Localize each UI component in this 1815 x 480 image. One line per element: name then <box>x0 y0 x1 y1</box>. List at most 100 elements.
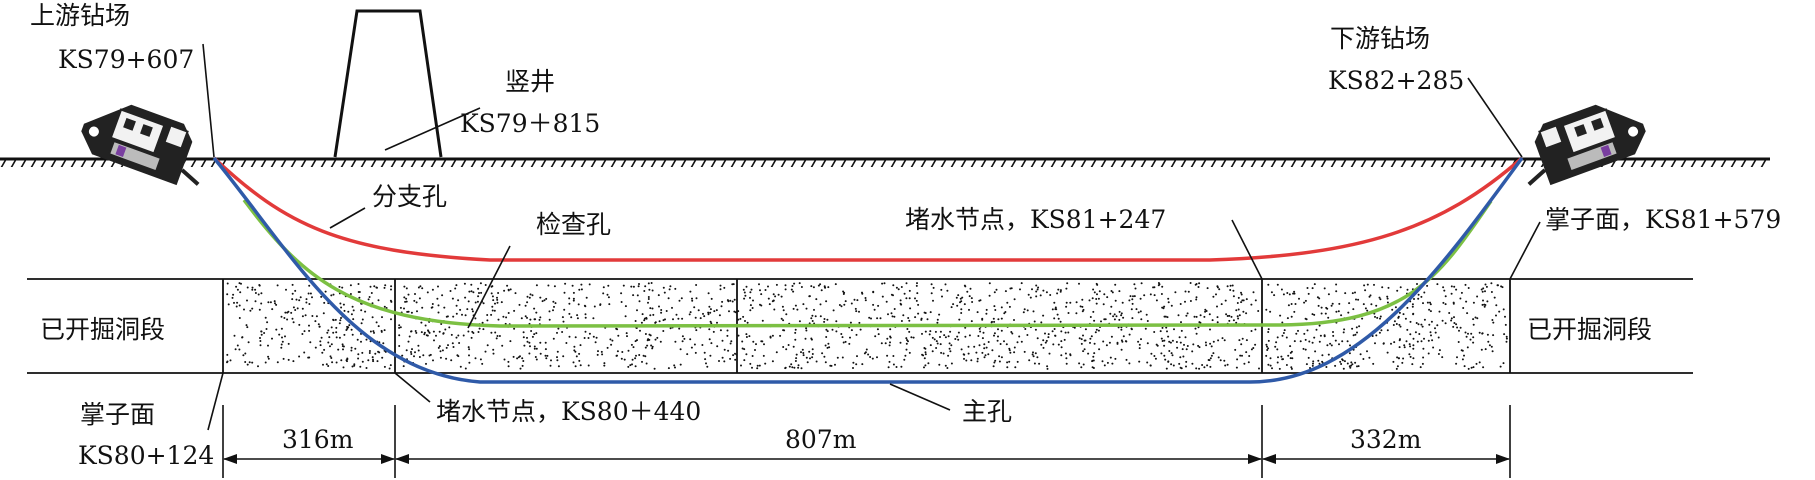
stipple-dot <box>1312 360 1315 363</box>
stipple-dot <box>561 331 564 333</box>
stipple-dot <box>949 330 952 333</box>
stipple-dot <box>864 351 867 354</box>
stipple-dot <box>743 297 746 300</box>
stipple-dot <box>390 318 392 321</box>
stipple-dot <box>1254 299 1257 302</box>
stipple-dot <box>744 320 746 322</box>
stipple-dot <box>1356 365 1358 368</box>
stipple-dot <box>251 361 254 364</box>
stipple-dot <box>946 367 949 369</box>
stipple-dot <box>787 344 790 346</box>
stipple-dot <box>651 307 654 310</box>
stipple-dot <box>463 282 466 285</box>
stipple-dot <box>650 344 653 347</box>
stipple-dot <box>1036 288 1039 291</box>
stipple-dot <box>1067 312 1070 314</box>
stipple-dot <box>1245 351 1248 354</box>
stipple-dot <box>669 285 672 288</box>
stipple-dot <box>556 350 559 353</box>
stipple-dot <box>417 344 420 347</box>
stipple-dot <box>1232 289 1235 292</box>
stipple-dot <box>1342 331 1345 334</box>
stipple-dot <box>1453 316 1455 319</box>
stipple-dot <box>1146 320 1149 322</box>
stipple-dot <box>531 335 534 338</box>
stipple-dot <box>529 293 532 296</box>
stipple-dot <box>638 283 640 285</box>
stipple-dot <box>1276 348 1279 351</box>
stipple-dot <box>548 318 551 321</box>
stipple-dot <box>893 315 896 318</box>
stipple-dot <box>767 297 770 300</box>
stipple-dot <box>1158 283 1161 286</box>
stipple-dot <box>439 356 442 359</box>
stipple-dot <box>861 363 864 366</box>
stipple-dot <box>775 283 778 286</box>
stipple-dot <box>1040 321 1043 324</box>
stipple-dot <box>709 308 712 311</box>
stipple-dot <box>872 291 875 294</box>
shaft-label: 竖井 <box>505 67 555 96</box>
stipple-dot <box>794 331 797 334</box>
stipple-dot <box>584 330 587 333</box>
stipple-dot <box>808 350 811 353</box>
stipple-dot <box>782 319 785 322</box>
stipple-dot <box>1321 360 1324 363</box>
stipple-dot <box>1461 358 1464 361</box>
stipple-dot <box>246 326 249 329</box>
stipple-dot <box>1243 362 1246 365</box>
stipple-dot <box>1318 340 1321 343</box>
stipple-dot <box>455 336 458 339</box>
stipple-dot <box>784 366 787 369</box>
stipple-dot <box>373 331 375 334</box>
stipple-dot <box>1052 343 1055 346</box>
stipple-dot <box>1132 295 1134 298</box>
stipple-dot <box>1487 340 1490 343</box>
stipple-dot <box>1241 299 1244 302</box>
stipple-dot <box>490 331 493 334</box>
stipple-dot <box>884 342 887 345</box>
stipple-dot <box>335 361 338 364</box>
stipple-dot <box>740 364 742 367</box>
stipple-dot <box>1115 315 1118 318</box>
stipple-dot <box>1106 296 1109 299</box>
stipple-dot <box>459 365 462 368</box>
stipple-dot <box>1436 283 1439 286</box>
stipple-dot <box>1163 339 1166 342</box>
stipple-dot <box>1335 283 1338 286</box>
stipple-dot <box>835 330 838 333</box>
stipple-dot <box>257 293 260 296</box>
stipple-dot <box>528 296 531 299</box>
stipple-dot <box>328 336 331 339</box>
stipple-dot <box>1120 328 1123 331</box>
stipple-dot <box>1208 313 1211 316</box>
stipple-dot <box>656 336 659 339</box>
stipple-dot <box>721 339 724 342</box>
stipple-dot <box>855 363 858 366</box>
stipple-dot <box>997 318 1000 321</box>
stipple-dot <box>985 308 988 311</box>
stipple-dot <box>823 318 826 320</box>
stipple-dot <box>341 345 344 348</box>
stipple-dot <box>791 366 794 369</box>
stipple-dot <box>367 298 370 301</box>
stipple-dot <box>1008 347 1011 350</box>
stipple-dot <box>376 360 379 363</box>
stipple-dot <box>764 289 767 291</box>
stipple-dot <box>1303 332 1306 335</box>
stipple-dot <box>806 361 809 364</box>
stipple-dot <box>249 309 252 312</box>
stipple-dot <box>1059 289 1062 292</box>
stipple-dot <box>830 364 833 367</box>
stipple-dot <box>244 352 247 355</box>
stipple-dot <box>689 290 692 293</box>
stipple-dot <box>1361 317 1364 320</box>
stipple-dot <box>716 321 718 324</box>
stipple-dot <box>734 352 736 355</box>
stipple-dot <box>1173 328 1175 331</box>
stipple-dot <box>1129 295 1132 298</box>
stipple-dot <box>1051 330 1054 333</box>
stipple-dot <box>1472 366 1475 369</box>
stipple-dot <box>1217 356 1220 359</box>
stipple-dot <box>479 358 482 361</box>
